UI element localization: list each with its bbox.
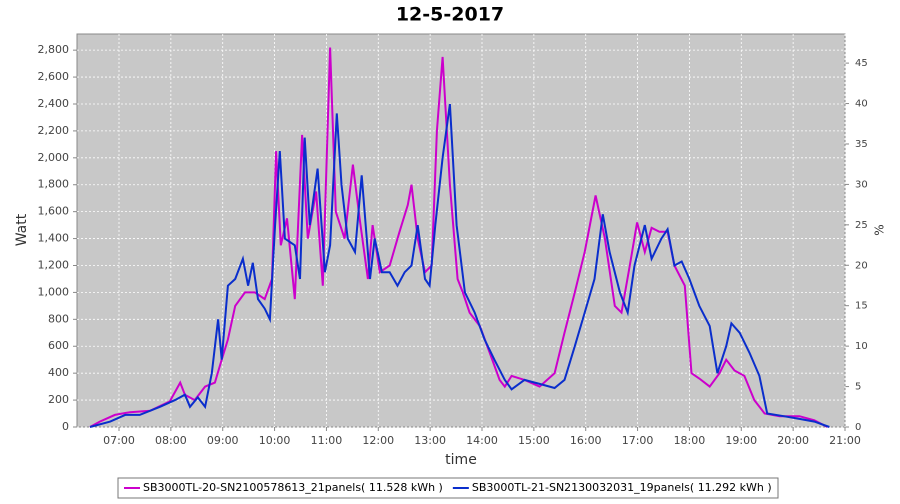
x-tick-label: 17:00 (622, 434, 654, 447)
y2-tick-label: 30 (855, 179, 868, 190)
x-tick-label: 08:00 (155, 434, 187, 447)
legend (117, 477, 779, 499)
series-line (89, 103, 830, 428)
y2-tick-label: 0 (855, 422, 861, 433)
y-tick-label: 1,600 (38, 205, 70, 218)
x-tick-label: 18:00 (674, 434, 706, 447)
x-axis-label: time (445, 452, 477, 468)
x-tick-label: 14:00 (466, 434, 498, 447)
series-line (89, 47, 828, 428)
y2-tick-label: 40 (855, 99, 868, 110)
y-tick-label: 2,600 (38, 70, 70, 83)
y2-tick-label: 10 (855, 341, 868, 352)
x-tick-label: 13:00 (414, 434, 446, 447)
x-tick-label: 20:00 (777, 434, 809, 447)
y-tick-label: 2,200 (38, 124, 70, 137)
y-tick-label: 200 (48, 393, 69, 406)
x-tick-label: 16:00 (570, 434, 602, 447)
y-tick-label: 1,000 (38, 285, 70, 298)
x-tick-label: 12:00 (362, 434, 394, 447)
chart-title: 12-5-2017 (396, 4, 504, 26)
y-tick-label: 0 (62, 420, 69, 433)
legend-label: SB3000TL-20-SN2100578613_21panels( 11.52… (143, 481, 443, 494)
y2-tick-label: 45 (855, 58, 868, 69)
y2-axis-label: % (873, 224, 887, 235)
y-tick-label: 2,400 (38, 97, 70, 110)
x-tick-label: 09:00 (207, 434, 239, 447)
x-tick-label: 10:00 (259, 434, 291, 447)
y2-tick-label: 5 (855, 382, 861, 393)
y-tick-label: 400 (48, 366, 69, 379)
y-tick-label: 2,800 (38, 43, 70, 56)
x-tick-label: 07:00 (103, 434, 135, 447)
y-tick-label: 1,200 (38, 258, 70, 271)
legend-label: SB3000TL-21-SN2130032031_19panels( 11.29… (472, 481, 772, 494)
y-tick-label: 600 (48, 339, 69, 352)
y2-tick-label: 15 (855, 301, 868, 312)
y-axis-label: Watt (14, 213, 30, 246)
y-tick-label: 1,800 (38, 178, 70, 191)
plot-area (76, 33, 846, 428)
y-tick-label: 1,400 (38, 232, 70, 245)
x-tick-label: 15:00 (518, 434, 550, 447)
y2-tick-label: 20 (855, 260, 868, 271)
x-tick-label: 21:00 (829, 434, 861, 447)
y-tick-label: 800 (48, 312, 69, 325)
y2-tick-label: 25 (855, 220, 868, 231)
y2-tick-label: 35 (855, 139, 868, 150)
x-tick-label: 19:00 (725, 434, 757, 447)
y-tick-label: 2,000 (38, 151, 70, 164)
x-tick-label: 11:00 (311, 434, 343, 447)
